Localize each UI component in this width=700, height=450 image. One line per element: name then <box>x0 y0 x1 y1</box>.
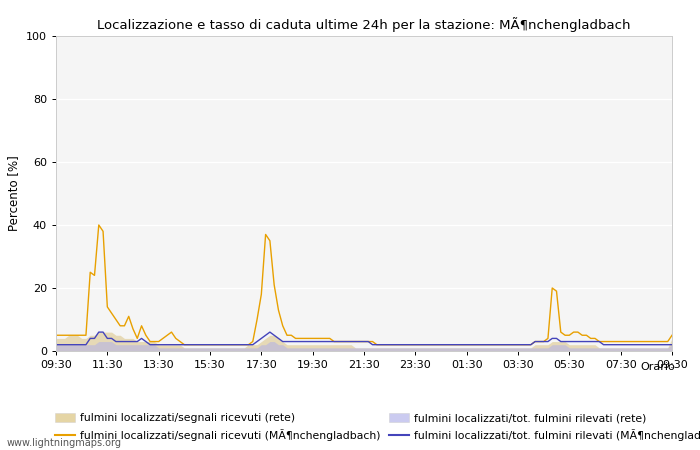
Legend: fulmini localizzati/segnali ricevuti (rete), fulmini localizzati/segnali ricevut: fulmini localizzati/segnali ricevuti (re… <box>55 413 700 441</box>
Y-axis label: Percento [%]: Percento [%] <box>8 156 20 231</box>
Text: Orario: Orario <box>640 362 676 372</box>
Text: www.lightningmaps.org: www.lightningmaps.org <box>7 438 122 448</box>
Title: Localizzazione e tasso di caduta ultime 24h per la stazione: MÃ¶nchengladbach: Localizzazione e tasso di caduta ultime … <box>97 17 631 32</box>
